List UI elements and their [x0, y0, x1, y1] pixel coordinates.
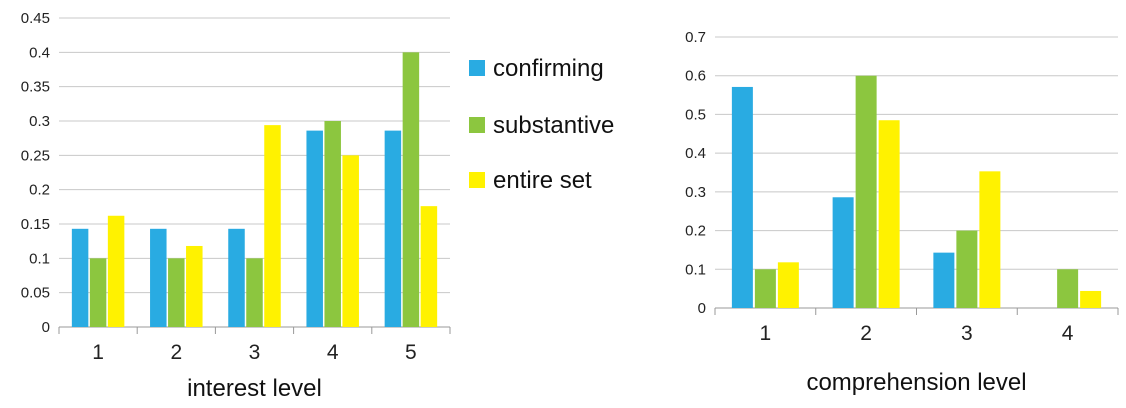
y-tick-label: 0.5 [685, 106, 706, 123]
bar-confirming-2 [832, 197, 854, 308]
legend-label: substantive [493, 112, 614, 139]
x-tick-label: 3 [961, 322, 973, 345]
bar-entire-set-2 [186, 245, 203, 327]
bar-substantive-3 [956, 230, 978, 308]
bar-entire-set-2 [878, 120, 900, 308]
y-tick-label: 0.3 [685, 184, 706, 201]
y-tick-label: 0.7 [685, 29, 706, 46]
y-tick-label: 0.1 [685, 261, 706, 278]
bar-confirming-3 [228, 228, 245, 327]
x-axis-title: comprehension level [806, 369, 1026, 396]
bar-substantive-4 [1057, 269, 1079, 308]
x-tick-label: 4 [327, 341, 339, 364]
x-tick-label: 1 [92, 341, 104, 364]
y-tick-label: 0.2 [29, 182, 50, 199]
x-tick-label: 4 [1062, 322, 1074, 345]
bar-substantive-1 [754, 269, 776, 308]
x-axis-title: interest level [187, 375, 322, 402]
bar-entire-set-5 [420, 206, 438, 327]
bar-entire-set-3 [979, 171, 1001, 308]
legend-item-entire-set: entire set [469, 167, 592, 194]
bar-confirming-3 [933, 252, 955, 308]
y-tick-label: 0.4 [685, 145, 706, 162]
bar-confirming-4 [306, 130, 323, 327]
bar-confirming-1 [731, 86, 753, 308]
bar-entire-set-1 [777, 262, 799, 308]
bar-substantive-2 [855, 75, 877, 308]
legend-swatch [469, 60, 485, 76]
bar-substantive-3 [246, 258, 263, 327]
y-tick-label: 0.1 [29, 250, 50, 267]
y-tick-label: 0.2 [685, 223, 706, 240]
chart-1: 0 0.05 0.1 0.15 0.2 0.25 0.3 0.35 0.4 0.45 1 2 3 4 5 in… [21, 10, 451, 402]
legend-item-substantive: substantive [469, 112, 614, 139]
bar-substantive-2 [168, 258, 185, 327]
legend-swatch [469, 172, 485, 188]
bar-confirming-2 [150, 228, 167, 327]
bar-substantive-1 [89, 258, 107, 327]
bar-entire-set-4 [1080, 290, 1102, 308]
legend: confirming substantive entire set [469, 55, 614, 194]
chart-2: 0 0.1 0.2 0.3 0.4 0.5 0.6 0.7 1 2 3 4 comprehension … [685, 29, 1119, 396]
legend-swatch [469, 117, 485, 133]
bar-substantive-5 [402, 52, 420, 327]
bar-entire-set-4 [342, 155, 359, 327]
x-tick-label: 3 [249, 341, 261, 364]
y-tick-label: 0.05 [21, 285, 50, 302]
x-tick-label: 2 [860, 322, 872, 345]
bar-confirming-1 [71, 228, 89, 327]
bar-entire-set-1 [107, 215, 125, 327]
bar-substantive-4 [324, 121, 341, 327]
y-tick-label: 0.3 [29, 113, 50, 130]
legend-item-confirming: confirming [469, 55, 604, 82]
y-tick-label: 0.4 [29, 44, 50, 61]
legend-label: entire set [493, 167, 592, 194]
y-tick-label: 0.25 [21, 147, 50, 164]
y-tick-label: 0.35 [21, 79, 50, 96]
y-tick-label: 0 [42, 319, 50, 336]
x-tick-label: 5 [405, 341, 417, 364]
y-tick-label: 0.6 [685, 68, 706, 85]
y-tick-label: 0.45 [21, 10, 50, 27]
x-tick-label: 1 [760, 322, 772, 345]
y-tick-label: 0 [698, 300, 706, 317]
bar-confirming-5 [384, 130, 402, 327]
y-tick-label: 0.15 [21, 216, 50, 233]
x-tick-label: 2 [170, 341, 182, 364]
legend-label: confirming [493, 55, 604, 82]
bar-entire-set-3 [264, 125, 281, 328]
